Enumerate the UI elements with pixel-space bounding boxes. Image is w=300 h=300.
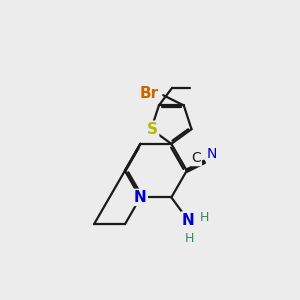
Text: H: H (199, 212, 209, 224)
Text: S: S (147, 122, 158, 137)
Text: Br: Br (140, 86, 159, 101)
Text: C: C (191, 151, 201, 165)
Text: N: N (207, 147, 217, 160)
Text: H: H (184, 232, 194, 245)
Text: N: N (182, 213, 194, 228)
Text: N: N (134, 190, 147, 205)
